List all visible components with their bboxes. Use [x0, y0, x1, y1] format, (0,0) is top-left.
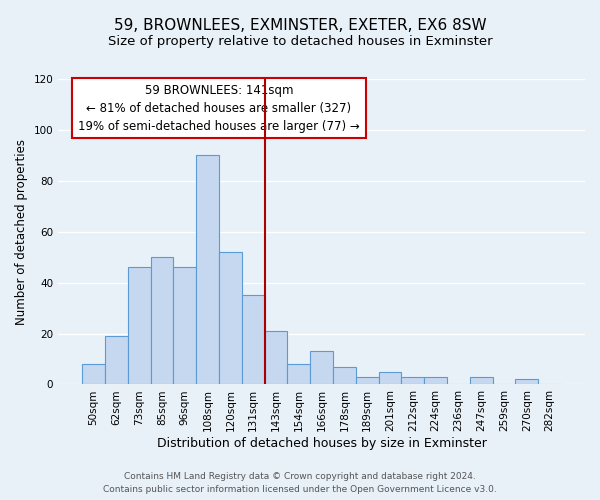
Bar: [173, 268, 196, 384]
Text: Size of property relative to detached houses in Exminster: Size of property relative to detached ho…: [107, 35, 493, 48]
Bar: [424, 377, 447, 384]
Bar: [401, 377, 424, 384]
Bar: [151, 257, 173, 384]
Bar: [242, 296, 265, 384]
Text: Contains public sector information licensed under the Open Government Licence v3: Contains public sector information licen…: [103, 485, 497, 494]
Bar: [333, 366, 356, 384]
Text: 59 BROWNLEES: 141sqm
← 81% of detached houses are smaller (327)
19% of semi-deta: 59 BROWNLEES: 141sqm ← 81% of detached h…: [78, 84, 360, 132]
Bar: [265, 331, 287, 384]
Bar: [379, 372, 401, 384]
X-axis label: Distribution of detached houses by size in Exminster: Distribution of detached houses by size …: [157, 437, 487, 450]
Bar: [196, 156, 219, 384]
Bar: [82, 364, 105, 384]
Bar: [470, 377, 493, 384]
Bar: [515, 380, 538, 384]
Bar: [310, 352, 333, 384]
Bar: [219, 252, 242, 384]
Text: 59, BROWNLEES, EXMINSTER, EXETER, EX6 8SW: 59, BROWNLEES, EXMINSTER, EXETER, EX6 8S…: [113, 18, 487, 32]
Bar: [287, 364, 310, 384]
Bar: [128, 268, 151, 384]
Text: Contains HM Land Registry data © Crown copyright and database right 2024.: Contains HM Land Registry data © Crown c…: [124, 472, 476, 481]
Y-axis label: Number of detached properties: Number of detached properties: [15, 138, 28, 324]
Bar: [356, 377, 379, 384]
Bar: [105, 336, 128, 384]
